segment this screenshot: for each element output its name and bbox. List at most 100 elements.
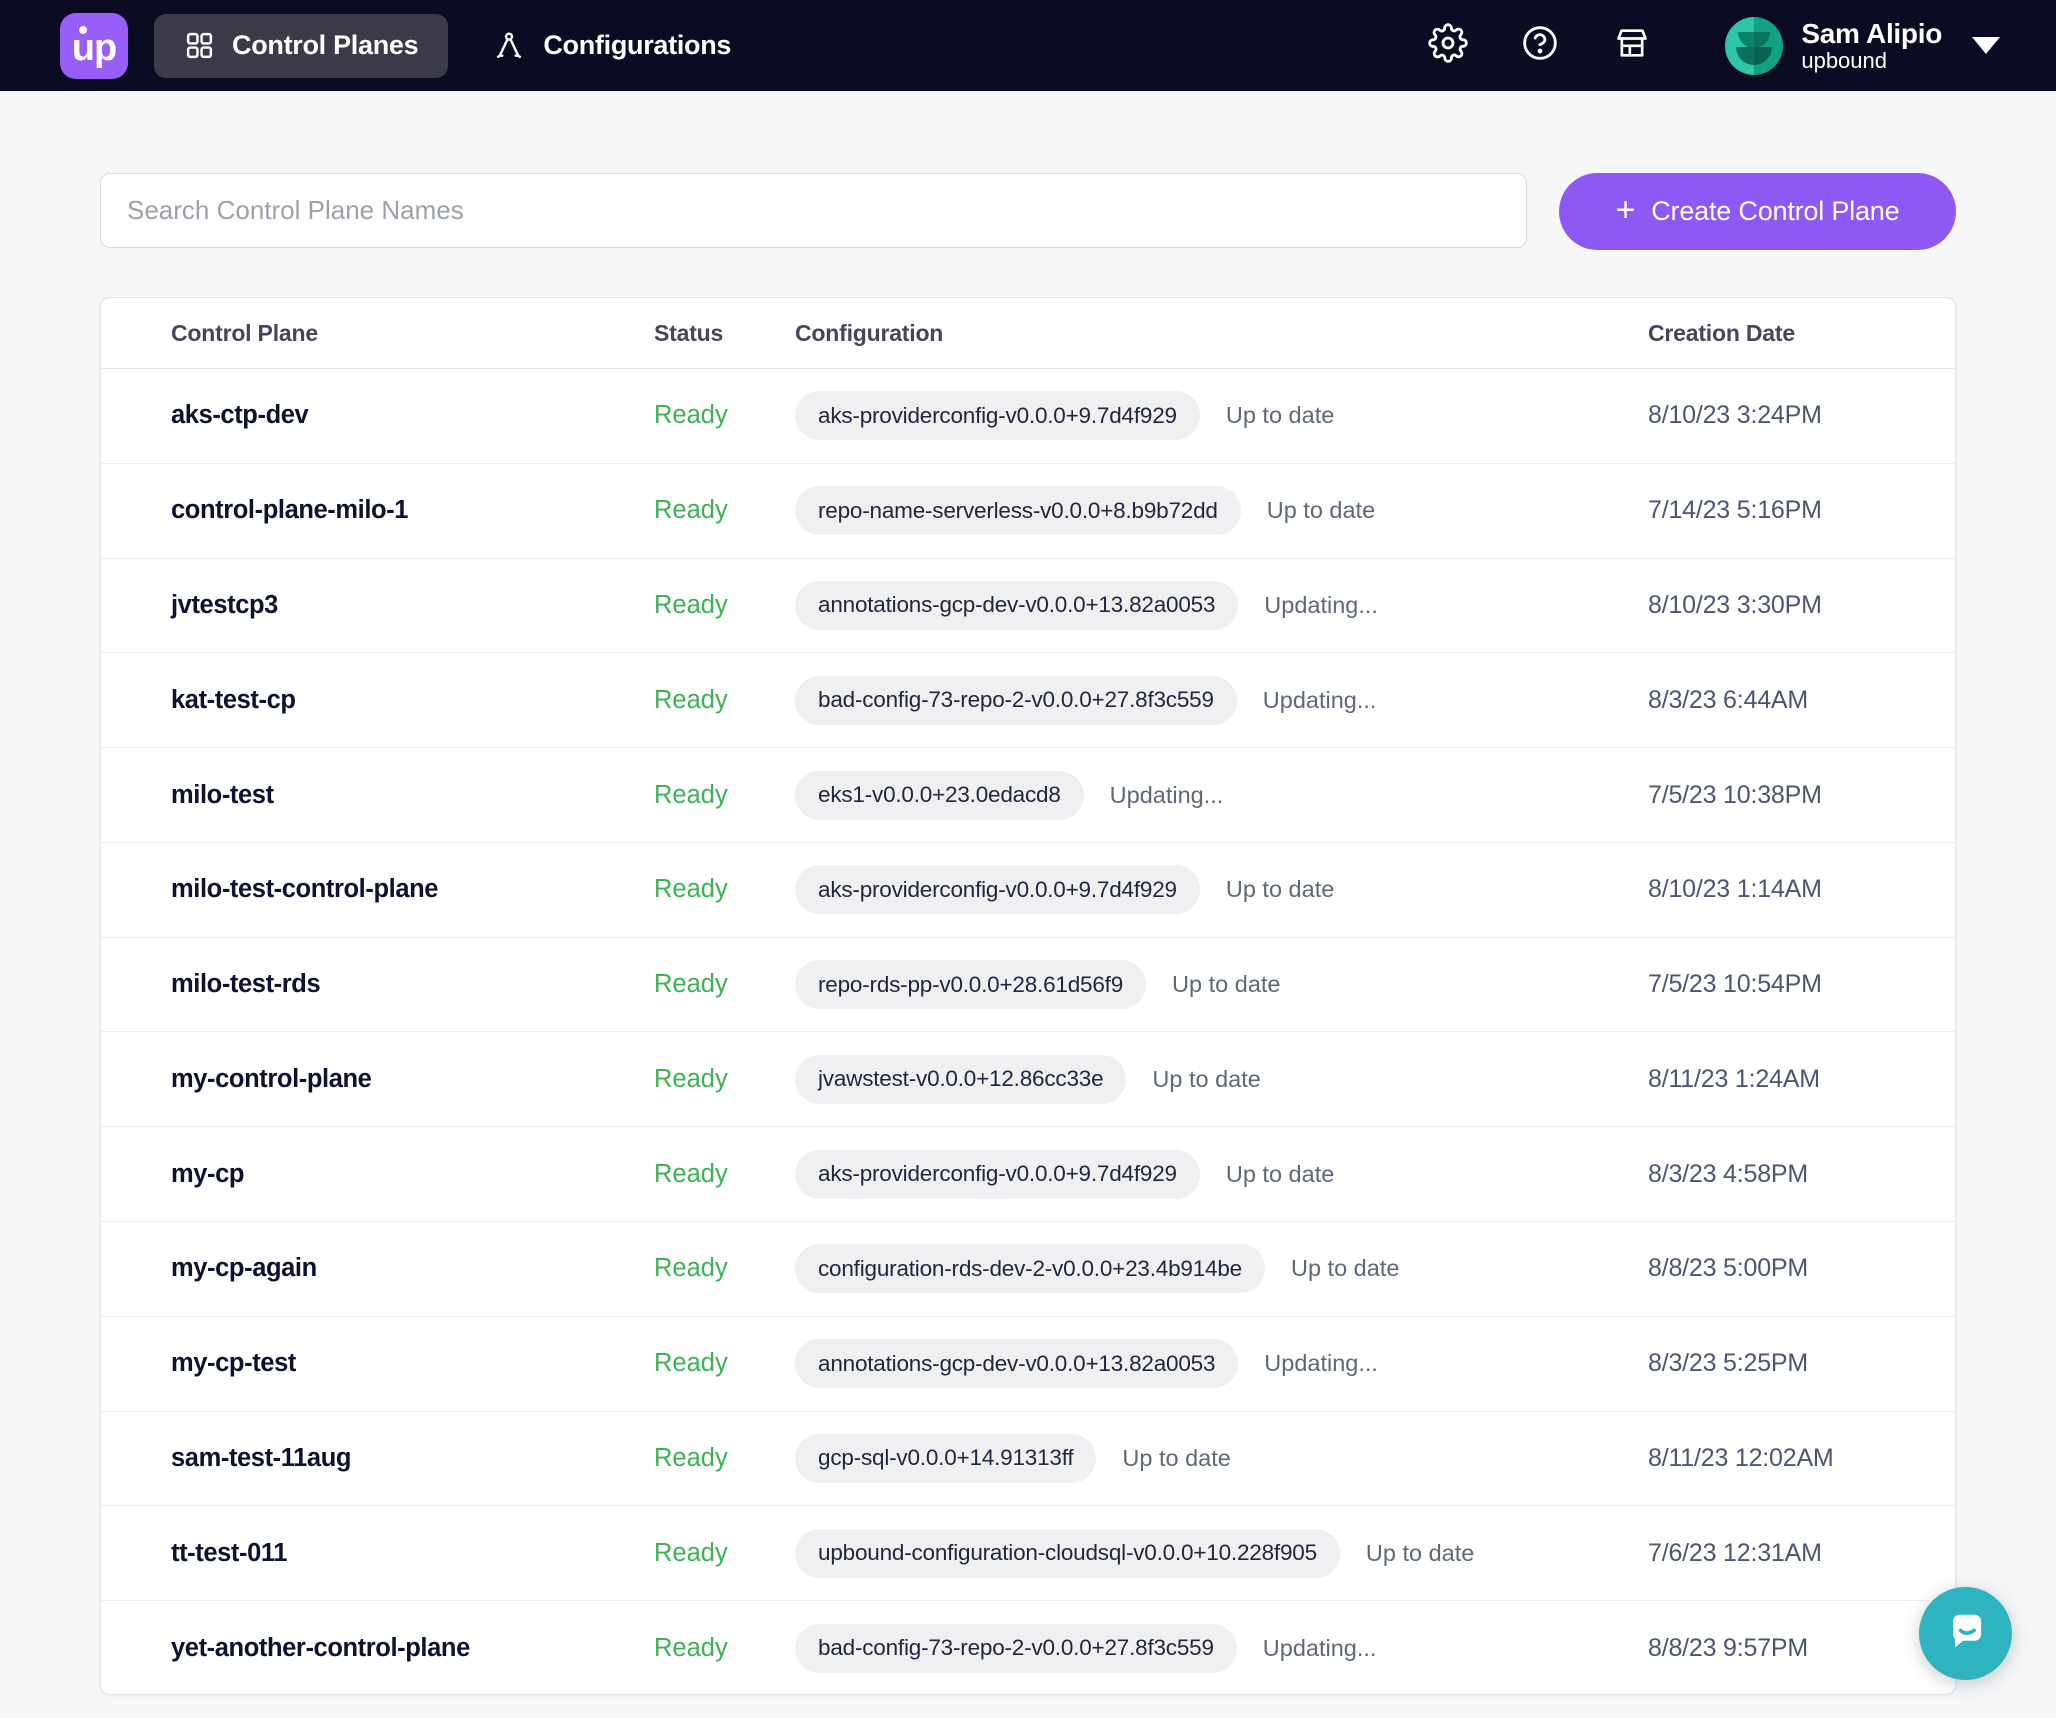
- table-row[interactable]: my-cp Ready aks-providerconfig-v0.0.0+9.…: [101, 1126, 1955, 1221]
- status-badge: Ready: [654, 1443, 728, 1472]
- configuration-chip: repo-name-serverless-v0.0.0+8.b9b72dd: [795, 486, 1241, 536]
- control-plane-name[interactable]: milo-test: [171, 780, 274, 809]
- creation-date: 7/5/23 10:38PM: [1648, 780, 1822, 809]
- table-row[interactable]: milo-test-control-plane Ready aks-provid…: [101, 841, 1955, 937]
- sync-status: Updating...: [1109, 781, 1224, 808]
- creation-date: 8/10/23 3:30PM: [1648, 590, 1822, 619]
- status-badge: Ready: [654, 875, 728, 904]
- status-badge: Ready: [654, 970, 728, 999]
- table-row[interactable]: jvtestcp3 Ready annotations-gcp-dev-v0.0…: [101, 557, 1955, 653]
- control-plane-name[interactable]: sam-test-11aug: [171, 1443, 352, 1472]
- avatar: [1725, 16, 1784, 75]
- col-header-status: Status: [654, 319, 724, 346]
- control-plane-name[interactable]: aks-ctp-dev: [171, 401, 309, 430]
- nav-tabs: Control Planes Configurations: [154, 13, 761, 78]
- tab-control-planes-label: Control Planes: [232, 30, 419, 60]
- sync-status: Up to date: [1225, 876, 1335, 903]
- logo-dot: [79, 25, 87, 34]
- table-body: aks-ctp-dev Ready aks-providerconfig-v0.…: [101, 369, 1955, 1694]
- configuration-chip: upbound-configuration-cloudsql-v0.0.0+10…: [795, 1528, 1340, 1578]
- control-plane-name[interactable]: control-plane-milo-1: [171, 496, 409, 525]
- creation-date: 8/3/23 5:25PM: [1648, 1349, 1809, 1378]
- table-row[interactable]: yet-another-control-plane Ready bad-conf…: [101, 1600, 1955, 1694]
- sync-status: Up to date: [1172, 971, 1281, 998]
- search-input[interactable]: [100, 173, 1527, 248]
- control-plane-name[interactable]: kat-test-cp: [171, 685, 296, 714]
- storefront-icon: [1612, 23, 1652, 68]
- status-badge: Ready: [654, 780, 728, 809]
- help-button[interactable]: [1519, 25, 1561, 67]
- configuration-chip: annotations-gcp-dev-v0.0.0+13.82a0053: [795, 1339, 1239, 1389]
- chat-launcher-button[interactable]: [1919, 1587, 2012, 1680]
- creation-date: 8/8/23 9:57PM: [1648, 1633, 1809, 1662]
- status-badge: Ready: [654, 1254, 728, 1283]
- configuration-chip: bad-config-73-repo-2-v0.0.0+27.8f3c559: [795, 1623, 1237, 1673]
- control-planes-table: Control Plane Status Configuration Creat…: [100, 297, 1956, 1695]
- sync-status: Up to date: [1152, 1065, 1261, 1092]
- navbar: up Control Planes Configu: [0, 0, 2056, 91]
- tab-configurations-label: Configurations: [543, 30, 732, 60]
- chevron-down-icon: [1972, 37, 2000, 54]
- control-plane-name[interactable]: milo-test-rds: [171, 970, 321, 999]
- grid-icon: [184, 30, 215, 61]
- control-plane-name[interactable]: jvtestcp3: [171, 590, 278, 619]
- sync-status: Up to date: [1225, 402, 1335, 429]
- configuration-chip: annotations-gcp-dev-v0.0.0+13.82a0053: [795, 580, 1239, 630]
- table-row[interactable]: my-cp-again Ready configuration-rds-dev-…: [101, 1221, 1955, 1316]
- col-header-creation-date: Creation Date: [1648, 319, 1795, 346]
- sync-status: Updating...: [1262, 686, 1377, 713]
- sync-status: Updating...: [1264, 591, 1378, 618]
- logo-text: up: [71, 26, 117, 69]
- control-plane-name[interactable]: yet-another-control-plane: [171, 1633, 470, 1662]
- toolbar: + Create Control Plane: [100, 173, 1956, 250]
- creation-date: 7/6/23 12:31AM: [1648, 1538, 1822, 1567]
- create-control-plane-button[interactable]: + Create Control Plane: [1559, 173, 1956, 250]
- table-row[interactable]: my-cp-test Ready annotations-gcp-dev-v0.…: [101, 1315, 1955, 1411]
- creation-date: 8/3/23 6:44AM: [1648, 685, 1809, 714]
- table-row[interactable]: tt-test-011 Ready upbound-configuration-…: [101, 1505, 1955, 1600]
- configuration-chip: aks-providerconfig-v0.0.0+9.7d4f929: [795, 865, 1200, 915]
- creation-date: 7/5/23 10:54PM: [1648, 970, 1822, 999]
- user-menu[interactable]: Sam Alipio upbound: [1725, 16, 2000, 75]
- upbound-logo[interactable]: up: [60, 12, 128, 79]
- configuration-chip: bad-config-73-repo-2-v0.0.0+27.8f3c559: [795, 675, 1237, 725]
- table-row[interactable]: kat-test-cp Ready bad-config-73-repo-2-v…: [101, 652, 1955, 747]
- sync-status: Updating...: [1262, 1634, 1377, 1661]
- status-badge: Ready: [654, 1538, 728, 1567]
- table-row[interactable]: milo-test Ready eks1-v0.0.0+23.0edacd8 U…: [101, 747, 1955, 842]
- control-plane-name[interactable]: my-control-plane: [171, 1064, 372, 1093]
- creation-date: 8/8/23 5:00PM: [1648, 1254, 1809, 1283]
- configuration-chip: aks-providerconfig-v0.0.0+9.7d4f929: [795, 1149, 1200, 1199]
- compass-icon: [492, 29, 526, 63]
- user-name: Sam Alipio: [1801, 17, 1942, 49]
- control-plane-name[interactable]: tt-test-011: [171, 1538, 288, 1567]
- tab-configurations[interactable]: Configurations: [462, 14, 761, 78]
- table-row[interactable]: my-control-plane Ready jvawstest-v0.0.0+…: [101, 1031, 1955, 1126]
- control-plane-name[interactable]: my-cp-test: [171, 1349, 296, 1378]
- control-plane-name[interactable]: milo-test-control-plane: [171, 875, 439, 904]
- marketplace-button[interactable]: [1611, 25, 1653, 67]
- table-row[interactable]: milo-test-rds Ready repo-rds-pp-v0.0.0+2…: [101, 936, 1955, 1032]
- create-button-label: Create Control Plane: [1651, 196, 1900, 226]
- settings-button[interactable]: [1427, 23, 1469, 68]
- status-badge: Ready: [654, 590, 728, 619]
- sync-status: Up to date: [1290, 1255, 1400, 1282]
- creation-date: 8/10/23 3:24PM: [1648, 401, 1822, 430]
- status-badge: Ready: [654, 685, 728, 714]
- control-plane-name[interactable]: my-cp-again: [171, 1254, 317, 1283]
- status-badge: Ready: [654, 1064, 728, 1093]
- status-badge: Ready: [654, 496, 728, 525]
- user-org: upbound: [1801, 47, 1887, 73]
- gear-icon: [1428, 23, 1469, 68]
- table-row[interactable]: sam-test-11aug Ready gcp-sql-v0.0.0+14.9…: [101, 1410, 1955, 1506]
- table-row[interactable]: control-plane-milo-1 Ready repo-name-ser…: [101, 462, 1955, 558]
- tab-control-planes[interactable]: Control Planes: [154, 13, 449, 78]
- status-badge: Ready: [654, 401, 728, 430]
- creation-date: 8/3/23 4:58PM: [1648, 1159, 1809, 1188]
- col-header-configuration: Configuration: [795, 319, 944, 346]
- configuration-chip: configuration-rds-dev-2-v0.0.0+23.4b914b…: [795, 1244, 1265, 1294]
- table-row[interactable]: aks-ctp-dev Ready aks-providerconfig-v0.…: [101, 369, 1955, 463]
- configuration-chip: aks-providerconfig-v0.0.0+9.7d4f929: [795, 391, 1200, 441]
- creation-date: 8/11/23 12:02AM: [1648, 1443, 1834, 1472]
- control-plane-name[interactable]: my-cp: [171, 1159, 245, 1188]
